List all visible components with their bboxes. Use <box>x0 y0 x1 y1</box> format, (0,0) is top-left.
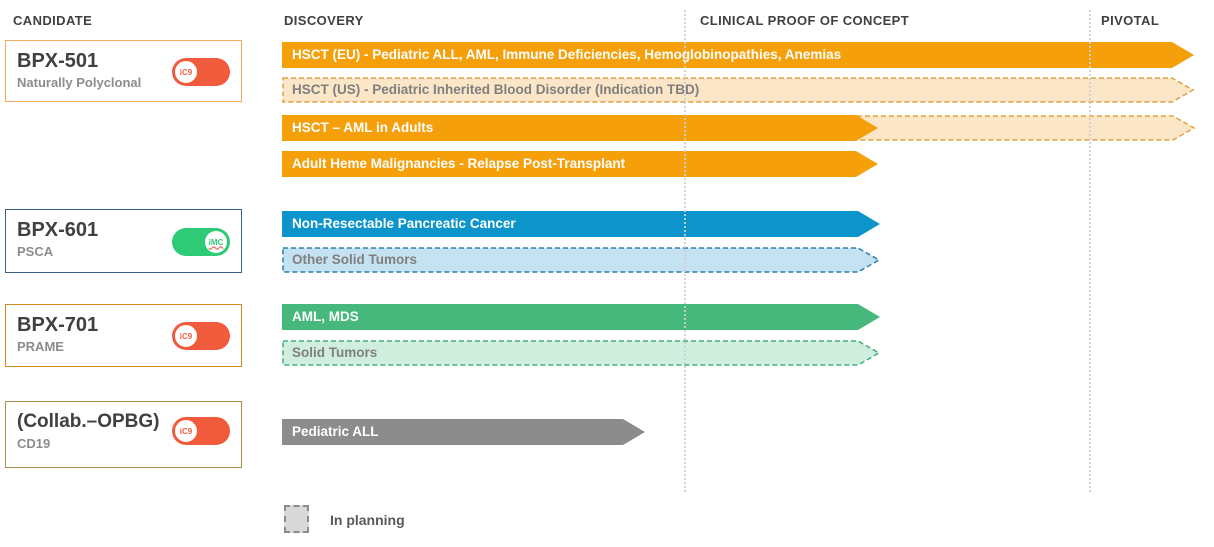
switch-label: iC9 <box>179 331 193 341</box>
stage-arrow <box>282 115 878 141</box>
arrow-shape <box>282 211 880 237</box>
arrow-shape <box>282 304 880 330</box>
arrow-shape <box>282 151 878 177</box>
pipeline-row-other-solid-tumors: Other Solid Tumors <box>282 247 881 273</box>
safety-switch-toggle: iMC <box>172 228 230 256</box>
column-header-clinical-poc: CLINICAL PROOF OF CONCEPT <box>700 13 910 28</box>
pipeline-row-adult-heme: Adult Heme Malignancies - Relapse Post-T… <box>282 151 878 177</box>
candidate-name: BPX-701 <box>17 314 99 336</box>
toggle-knob: iMC <box>204 230 228 254</box>
pipeline-row-solid-tumors: Solid Tumors <box>282 340 881 366</box>
candidate-subtitle: PSCA <box>17 244 54 259</box>
pipeline-row-hsct-eu: HSCT (EU) - Pediatric ALL, AML, Immune D… <box>282 42 1194 68</box>
pipeline-row-aml-mds: AML, MDS <box>282 304 880 330</box>
safety-switch-toggle: iC9 <box>172 322 230 350</box>
toggle-knob: iC9 <box>174 60 198 84</box>
pipeline-row-label: Pediatric ALL <box>292 424 379 439</box>
legend-in-planning-label: In planning <box>330 512 405 528</box>
safety-switch-toggle: iC9 <box>172 58 230 86</box>
candidate-card-bpx601: BPX-601 PSCA iMC <box>5 209 242 273</box>
pipeline-row-label: HSCT (EU) - Pediatric ALL, AML, Immune D… <box>292 47 842 62</box>
stage-arrow <box>282 419 645 445</box>
column-header-pivotal: PIVOTAL <box>1101 13 1160 28</box>
pipeline-row-hsct-us: HSCT (US) - Pediatric Inherited Blood Di… <box>282 77 1195 103</box>
switch-label: iC9 <box>179 426 193 436</box>
pipeline-row-label: AML, MDS <box>292 309 359 324</box>
arrow-shape <box>282 42 1194 68</box>
arrow-shape <box>282 115 878 141</box>
stage-divider-pivotal <box>1089 10 1091 492</box>
stage-divider-clinical-poc <box>684 10 686 492</box>
candidate-card-bpx501: BPX-501 Naturally Polyclonal iC9 <box>5 40 242 102</box>
stage-arrow-planned <box>282 77 1195 103</box>
candidate-subtitle: Naturally Polyclonal <box>17 75 142 90</box>
candidate-name: BPX-601 <box>17 219 99 241</box>
stage-arrow-planned-extension <box>856 115 1196 141</box>
stage-arrow-planned <box>282 247 881 273</box>
pipeline-row-label: HSCT – AML in Adults <box>292 120 434 135</box>
toggle-knob: iC9 <box>174 324 198 348</box>
pipeline-row-label: Non-Resectable Pancreatic Cancer <box>292 216 516 231</box>
stage-arrow <box>282 304 880 330</box>
toggle-knob: iC9 <box>174 419 198 443</box>
pipeline-row-pediatric-all: Pediatric ALL <box>282 419 645 445</box>
column-header-discovery: DISCOVERY <box>284 13 364 28</box>
candidate-name: BPX-501 <box>17 50 99 72</box>
candidate-subtitle: PRAME <box>17 339 64 354</box>
arrow-shape <box>282 419 645 445</box>
switch-label: iMC <box>208 237 224 247</box>
stage-arrow <box>282 211 880 237</box>
column-header-candidate: CANDIDATE <box>13 13 93 28</box>
arrow-shape <box>282 340 881 366</box>
arrow-shape <box>282 77 1195 103</box>
candidate-subtitle: CD19 <box>17 436 51 451</box>
stage-arrow-planned <box>282 340 881 366</box>
safety-switch-toggle: iC9 <box>172 417 230 445</box>
pipeline-row-hsct-aml-adults: HSCT – AML in Adults <box>282 115 1196 141</box>
pipeline-row-label: Other Solid Tumors <box>292 252 418 267</box>
arrow-shape <box>856 115 1196 141</box>
pipeline-row-label: Solid Tumors <box>292 345 378 360</box>
arrow-shape <box>282 247 881 273</box>
stage-arrow <box>282 42 1194 68</box>
pipeline-row-pancreatic: Non-Resectable Pancreatic Cancer <box>282 211 880 237</box>
candidate-card-collab-opbg: (Collab.–OPBG) CD19 iC9 <box>5 401 242 468</box>
pipeline-row-label: Adult Heme Malignancies - Relapse Post-T… <box>292 156 626 171</box>
pipeline-row-label: HSCT (US) - Pediatric Inherited Blood Di… <box>292 82 700 97</box>
switch-label: iC9 <box>179 67 193 77</box>
candidate-name: (Collab.–OPBG) <box>17 411 160 432</box>
legend-in-planning-swatch <box>284 505 309 533</box>
candidate-card-bpx701: BPX-701 PRAME iC9 <box>5 304 242 367</box>
stage-arrow <box>282 151 878 177</box>
